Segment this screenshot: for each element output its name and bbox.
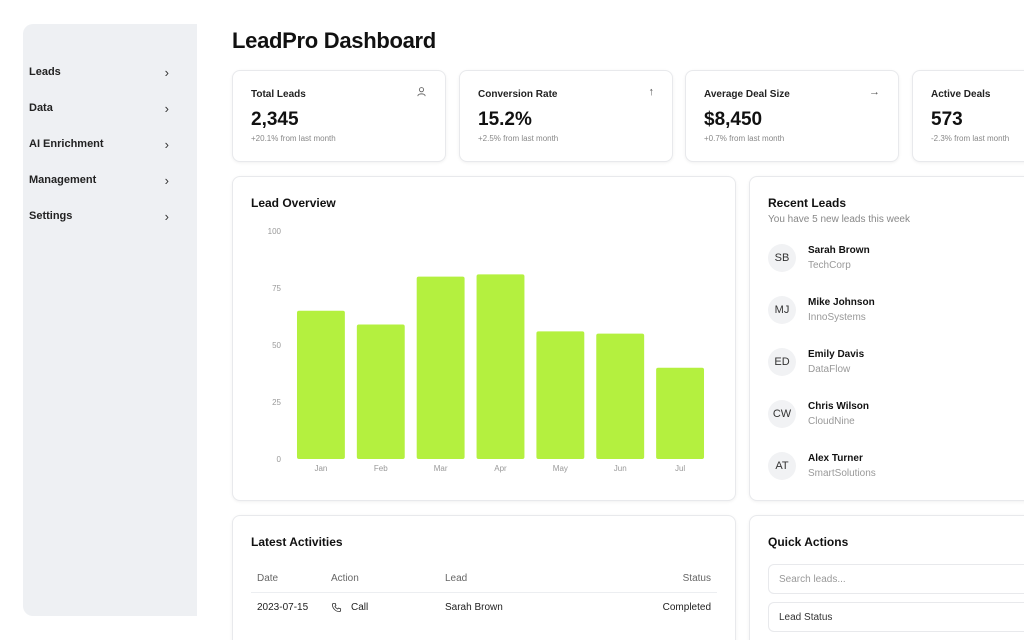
main-content: LeadPro Dashboard Total Leads 2,345 +20.… (197, 0, 1024, 640)
stat-label: Active Deals (931, 89, 991, 100)
lead-item[interactable]: MJ Mike Johnson InnoSystems (768, 290, 875, 330)
x-tick-label: May (553, 464, 568, 473)
sidebar-item-label: AI Enrichment (29, 138, 104, 150)
avatar: CW (768, 400, 796, 428)
sidebar: Leads › Data › AI Enrichment › Managemen… (23, 24, 197, 616)
lead-name: Sarah Brown (808, 245, 870, 256)
x-tick-label: Apr (494, 464, 507, 473)
y-tick-label: 0 (277, 455, 282, 464)
card-title: Quick Actions (768, 535, 849, 549)
column-header-action[interactable]: Action (331, 573, 359, 584)
avatar: ED (768, 348, 796, 376)
avatar: MJ (768, 296, 796, 324)
stat-change: -2.3% from last month (931, 134, 1010, 143)
lead-status-select[interactable]: Lead Status ⌄ (768, 602, 1024, 632)
user-icon (416, 86, 427, 100)
activity-action: Call (351, 602, 369, 613)
bar-feb[interactable] (356, 324, 405, 459)
chevron-right-icon: › (164, 208, 169, 224)
y-tick-label: 50 (272, 341, 281, 350)
lead-overview-chart: 0 25 50 75 100 Jan Feb Mar Apr May Jun Jul (268, 227, 705, 473)
lead-item[interactable]: SB Sarah Brown TechCorp (768, 238, 870, 278)
stat-value: 2,345 (251, 109, 299, 130)
lead-item[interactable]: AT Alex Turner SmartSolutions (768, 446, 876, 486)
card-title: Latest Activities (251, 535, 343, 549)
x-tick-label: Jun (614, 464, 627, 473)
search-leads-input[interactable] (768, 564, 1024, 594)
lead-overview-card: Lead Overview 0 25 50 75 100 Jan Feb Mar Apr May J… (232, 176, 736, 501)
bar-apr[interactable] (476, 274, 525, 459)
lead-company: InnoSystems (808, 312, 866, 323)
stat-change: +0.7% from last month (704, 134, 785, 143)
sidebar-item-label: Data (29, 102, 53, 114)
activity-status: Completed (662, 602, 711, 613)
column-header-date[interactable]: Date (257, 573, 279, 584)
x-tick-label: Jul (675, 464, 685, 473)
quick-actions-card: Quick Actions Lead Status ⌄ (749, 515, 1024, 640)
y-tick-label: 100 (268, 227, 282, 236)
sidebar-item-settings[interactable]: Settings › (23, 198, 197, 234)
chevron-right-icon: › (164, 64, 169, 80)
lead-company: CloudNine (808, 416, 855, 427)
activity-date: 2023-07-15 (257, 602, 309, 613)
lead-name: Alex Turner (808, 453, 863, 464)
stat-change: +20.1% from last month (251, 134, 336, 143)
y-tick-label: 75 (272, 284, 281, 293)
card-title: Lead Overview (251, 196, 336, 210)
stat-card-conversion-rate: Conversion Rate ↑ 15.2% +2.5% from last … (459, 70, 673, 162)
lead-company: TechCorp (808, 260, 851, 271)
x-tick-label: Jan (314, 464, 327, 473)
bar-mar[interactable] (416, 276, 465, 459)
stat-label: Total Leads (251, 89, 306, 100)
lead-item[interactable]: ED Emily Davis DataFlow (768, 342, 864, 382)
lead-item[interactable]: CW Chris Wilson CloudNine (768, 394, 869, 434)
y-tick-label: 25 (272, 398, 281, 407)
recent-leads-card: Recent Leads You have 5 new leads this w… (749, 176, 1024, 501)
sidebar-item-data[interactable]: Data › (23, 90, 197, 126)
sidebar-item-ai-enrichment[interactable]: AI Enrichment › (23, 126, 197, 162)
card-title: Recent Leads (768, 196, 847, 210)
stat-card-active-deals: Active Deals 573 -2.3% from last month (912, 70, 1024, 162)
activity-lead: Sarah Brown (445, 602, 503, 613)
divider (251, 592, 717, 593)
lead-name: Chris Wilson (808, 401, 870, 412)
avatar: SB (768, 244, 796, 272)
latest-activities-card: Latest Activities Date Action Lead Statu… (232, 515, 736, 640)
lead-name: Mike Johnson (808, 297, 875, 308)
x-tick-label: Mar (434, 464, 448, 473)
select-value: Lead Status (779, 611, 833, 623)
bar-jun[interactable] (596, 333, 645, 459)
sidebar-item-label: Leads (29, 66, 61, 78)
page-title: LeadPro Dashboard (232, 28, 436, 53)
chevron-right-icon: › (164, 136, 169, 152)
bar-may[interactable] (536, 331, 585, 459)
bar-jul[interactable] (656, 367, 705, 459)
sidebar-item-leads[interactable]: Leads › (23, 54, 197, 90)
stat-value: 573 (931, 109, 963, 130)
lead-company: SmartSolutions (808, 468, 876, 479)
stat-card-total-leads: Total Leads 2,345 +20.1% from last month (232, 70, 446, 162)
stat-change: +2.5% from last month (478, 134, 559, 143)
chevron-right-icon: › (164, 172, 169, 188)
stat-value: $8,450 (704, 109, 763, 130)
stat-label: Conversion Rate (478, 89, 558, 100)
chevron-right-icon: › (164, 100, 169, 116)
column-header-lead[interactable]: Lead (445, 573, 468, 584)
stat-label: Average Deal Size (704, 89, 790, 100)
stat-card-average-deal-size: Average Deal Size → $8,450 +0.7% from la… (685, 70, 899, 162)
card-subtitle: You have 5 new leads this week (768, 214, 910, 225)
avatar: AT (768, 452, 796, 480)
column-header-status[interactable]: Status (682, 573, 711, 584)
sidebar-item-label: Settings (29, 210, 73, 222)
lead-company: DataFlow (808, 364, 851, 375)
stat-value: 15.2% (478, 109, 532, 130)
arrow-right-icon: → (869, 86, 880, 98)
lead-name: Emily Davis (808, 349, 865, 360)
sidebar-item-management[interactable]: Management › (23, 162, 197, 198)
bar-jan[interactable] (296, 310, 345, 459)
x-tick-label: Feb (374, 464, 388, 473)
arrow-up-icon: ↑ (648, 86, 655, 98)
sidebar-item-label: Management (29, 174, 97, 186)
phone-icon (331, 602, 342, 616)
